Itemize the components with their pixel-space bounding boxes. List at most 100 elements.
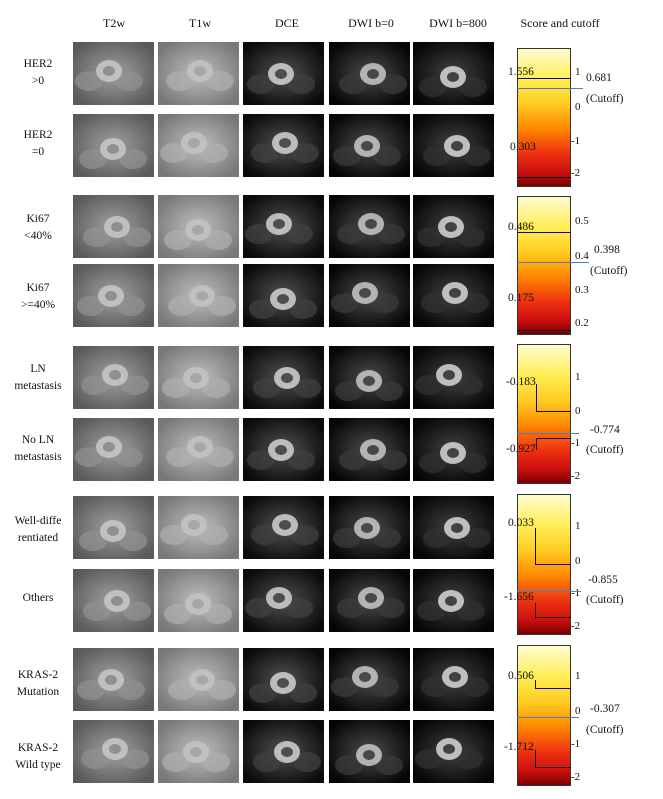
score-low: 0.303 <box>510 141 536 153</box>
colorbar-kras <box>517 645 571 786</box>
header-dce: DCE <box>275 16 299 30</box>
mri-image-t2w <box>73 195 154 258</box>
row-label-ki67-low: Ki67 <40% <box>24 213 52 242</box>
mri-image-t1w <box>158 569 239 632</box>
mri-image-t2w <box>73 720 154 783</box>
tick-label: -2 <box>571 167 581 179</box>
tick-label: 0 <box>575 705 581 717</box>
mri-image-dce <box>243 648 324 711</box>
score-leader <box>536 384 537 411</box>
header-dwi-b0: DWI b=0 <box>348 16 394 30</box>
score-line <box>517 330 571 331</box>
score-line <box>536 411 571 412</box>
mri-image-t1w <box>158 648 239 711</box>
tick-label: 0 <box>575 405 581 417</box>
mri-image-dwi-b0 <box>329 195 410 258</box>
header-t2w: T2w <box>103 16 125 30</box>
mri-image-t2w <box>73 569 154 632</box>
mri-image-dwi-b800 <box>413 418 494 481</box>
cutoff-value: -0.855 <box>588 574 618 586</box>
mri-image-t1w <box>158 42 239 105</box>
score-high: 0.486 <box>508 221 534 233</box>
mri-image-t1w <box>158 195 239 258</box>
score-leader <box>536 438 537 450</box>
mri-image-dwi-b0 <box>329 720 410 783</box>
cutoff-line <box>517 88 583 89</box>
tick-label: 0 <box>575 101 581 113</box>
tick-label: -1 <box>571 135 581 147</box>
score-line <box>517 232 571 233</box>
row-label-kras-wt: KRAS-2 Wild type <box>15 742 61 771</box>
score-leader <box>535 603 536 617</box>
score-high: 0.506 <box>508 670 534 682</box>
mri-image-dwi-b800 <box>413 569 494 632</box>
mri-image-t2w <box>73 496 154 559</box>
tick-label: -1 <box>571 437 581 449</box>
tick-label: 1 <box>575 66 581 78</box>
colorbar-her2 <box>517 48 571 187</box>
tick-label: -1 <box>571 587 581 599</box>
cutoff-value: 0.398 <box>594 244 620 256</box>
mri-image-dwi-b800 <box>413 264 494 327</box>
score-high: 1.556 <box>508 66 534 78</box>
score-line <box>535 617 571 618</box>
cutoff-label: (Cutoff) <box>586 93 624 105</box>
score-line <box>536 438 571 439</box>
mri-image-dwi-b800 <box>413 42 494 105</box>
row-label-well-diff: Well-diffe rentiated <box>14 515 62 544</box>
mri-image-t1w <box>158 114 239 177</box>
mri-image-t1w <box>158 264 239 327</box>
mri-image-dwi-b0 <box>329 264 410 327</box>
mri-image-dwi-b800 <box>413 496 494 559</box>
mri-image-t2w <box>73 418 154 481</box>
cutoff-line <box>517 591 581 592</box>
score-line <box>535 688 571 689</box>
row-label-others: Others <box>22 592 54 604</box>
cutoff-line <box>517 262 589 263</box>
cutoff-label: (Cutoff) <box>586 444 624 456</box>
row-label-ki67-high: Ki67 >=40% <box>20 282 56 311</box>
mri-image-dce <box>243 114 324 177</box>
mri-image-dwi-b0 <box>329 42 410 105</box>
mri-image-dwi-b800 <box>413 720 494 783</box>
cutoff-label: (Cutoff) <box>586 594 624 606</box>
mri-image-dce <box>243 195 324 258</box>
header-t1w: T1w <box>189 16 211 30</box>
tick-label: 0 <box>575 555 581 567</box>
tick-label: 0.3 <box>575 284 589 296</box>
mri-image-dce <box>243 42 324 105</box>
tick-label: 1 <box>575 371 581 383</box>
cutoff-label: (Cutoff) <box>590 265 628 277</box>
mri-image-dce <box>243 346 324 409</box>
mri-image-dce <box>243 418 324 481</box>
mri-image-t1w <box>158 418 239 481</box>
row-label-her2-pos: HER2 >0 <box>23 58 53 87</box>
score-low: 0.175 <box>508 292 534 304</box>
cutoff-line <box>517 433 579 434</box>
mri-image-dwi-b0 <box>329 114 410 177</box>
score-leader <box>535 680 536 688</box>
mri-image-dce <box>243 569 324 632</box>
tick-label: -2 <box>571 470 581 482</box>
cutoff-value: -0.774 <box>590 424 620 436</box>
mri-image-t2w <box>73 42 154 105</box>
row-label-no-ln-meta: No LN metastasis <box>14 434 62 463</box>
score-low: -0.927 <box>506 443 536 455</box>
tick-label: 0.5 <box>575 215 589 227</box>
tick-label: 0.4 <box>575 250 589 262</box>
mri-image-t1w <box>158 346 239 409</box>
score-line <box>517 177 571 178</box>
mri-image-dwi-b0 <box>329 496 410 559</box>
row-label-kras-mut: KRAS-2 Mutation <box>16 669 60 698</box>
colorbar-ki67 <box>517 196 571 335</box>
mri-image-dwi-b0 <box>329 346 410 409</box>
score-leader <box>535 528 536 564</box>
mri-image-dwi-b800 <box>413 195 494 258</box>
cutoff-label: (Cutoff) <box>586 724 624 736</box>
tick-label: -2 <box>571 771 581 783</box>
mri-image-dwi-b800 <box>413 114 494 177</box>
header-dwi-b800: DWI b=800 <box>429 16 487 30</box>
mri-image-dwi-b800 <box>413 346 494 409</box>
score-high: 0.033 <box>508 517 534 529</box>
score-line <box>535 564 571 565</box>
